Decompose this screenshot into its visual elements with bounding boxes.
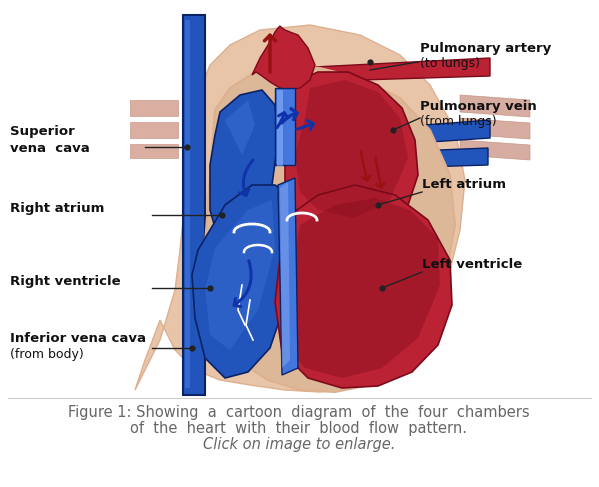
Text: Click on image to enlarge.: Click on image to enlarge. (203, 436, 395, 451)
Text: (to lungs): (to lungs) (420, 57, 480, 70)
Polygon shape (290, 58, 490, 82)
Polygon shape (130, 122, 178, 138)
Polygon shape (275, 88, 295, 165)
Polygon shape (280, 198, 440, 378)
Polygon shape (210, 90, 278, 248)
Polygon shape (460, 140, 530, 160)
Polygon shape (225, 100, 255, 155)
Text: (from lungs): (from lungs) (420, 115, 497, 128)
Polygon shape (252, 26, 315, 90)
Polygon shape (205, 65, 455, 392)
Polygon shape (192, 185, 295, 378)
Text: of  the  heart  with  their  blood  flow  pattern.: of the heart with their blood flow patte… (131, 420, 467, 435)
Text: Left atrium: Left atrium (422, 178, 506, 191)
Text: Pulmonary vein: Pulmonary vein (420, 100, 537, 113)
Text: Figure 1: Showing  a  cartoon  diagram  of  the  four  chambers: Figure 1: Showing a cartoon diagram of t… (68, 405, 530, 419)
Polygon shape (460, 95, 530, 117)
Polygon shape (135, 25, 465, 392)
Polygon shape (280, 182, 290, 368)
Text: (from body): (from body) (10, 348, 84, 361)
Polygon shape (183, 15, 205, 395)
Polygon shape (285, 72, 418, 232)
Polygon shape (185, 20, 190, 388)
Polygon shape (385, 148, 488, 168)
Polygon shape (277, 90, 283, 167)
Polygon shape (275, 185, 452, 388)
Polygon shape (205, 200, 275, 350)
Text: Left ventricle: Left ventricle (422, 258, 522, 271)
Polygon shape (295, 80, 408, 218)
Polygon shape (278, 178, 298, 375)
Polygon shape (130, 100, 178, 116)
Polygon shape (130, 144, 178, 158)
Text: Right ventricle: Right ventricle (10, 275, 120, 288)
Text: Right atrium: Right atrium (10, 202, 104, 215)
Polygon shape (460, 118, 530, 139)
Polygon shape (380, 120, 490, 145)
Text: vena  cava: vena cava (10, 142, 90, 155)
Text: Pulmonary artery: Pulmonary artery (420, 42, 551, 55)
Text: Superior: Superior (10, 125, 75, 138)
Text: Inferior vena cava: Inferior vena cava (10, 332, 146, 345)
